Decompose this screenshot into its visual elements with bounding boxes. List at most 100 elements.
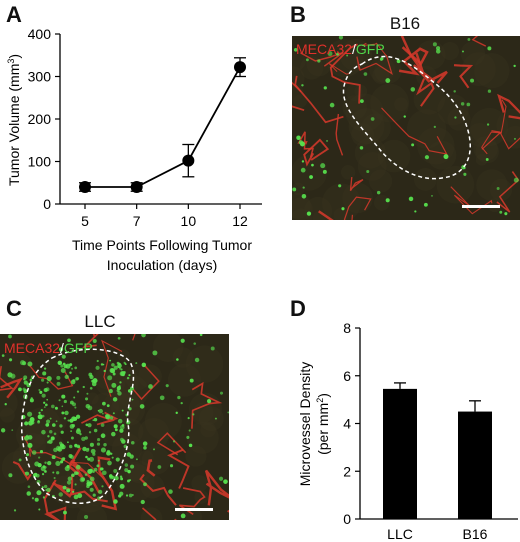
gfp-cell bbox=[363, 72, 368, 76]
gfp-cell bbox=[302, 186, 305, 189]
gfp-cell bbox=[119, 425, 125, 430]
y-axis-label: Tumor Volume (mm3) bbox=[6, 54, 22, 186]
gfp-cell bbox=[177, 395, 181, 400]
gfp-cell bbox=[462, 50, 464, 53]
gfp-cell bbox=[89, 468, 93, 472]
gfp-cell bbox=[119, 483, 125, 489]
vessel bbox=[471, 36, 487, 47]
gfp-cell bbox=[56, 381, 61, 386]
gfp-cell bbox=[96, 359, 99, 363]
gfp-cell bbox=[11, 429, 14, 431]
x-tick-label: 10 bbox=[181, 213, 197, 229]
gfp-cell bbox=[305, 58, 309, 62]
gfp-cell bbox=[432, 42, 437, 47]
gfp-cell bbox=[411, 143, 415, 147]
gfp-cell bbox=[109, 359, 112, 362]
gfp-cell bbox=[41, 393, 46, 398]
gfp-cell bbox=[466, 102, 471, 107]
gfp-cell bbox=[64, 466, 70, 472]
gfp-cell bbox=[219, 391, 224, 395]
gfp-cell bbox=[93, 417, 98, 422]
gfp-cell bbox=[300, 167, 306, 173]
gfp-cell bbox=[403, 115, 406, 118]
gfp-cell bbox=[127, 469, 131, 474]
gfp-cell bbox=[54, 406, 58, 410]
gfp-cell bbox=[112, 412, 115, 415]
gfp-cell bbox=[98, 408, 103, 414]
gfp-cell bbox=[76, 390, 80, 393]
gfp-cell bbox=[309, 175, 313, 179]
gfp-cell bbox=[141, 362, 147, 368]
gfp-cell bbox=[463, 166, 466, 170]
series-line bbox=[85, 66, 241, 188]
vessel bbox=[294, 75, 344, 124]
gfp-cell bbox=[45, 419, 51, 424]
gfp-cell bbox=[26, 411, 33, 417]
gfp-cell bbox=[131, 398, 134, 401]
vessel bbox=[297, 131, 315, 158]
gfp-cell bbox=[76, 377, 80, 381]
gfp-cell bbox=[142, 441, 148, 446]
gfp-cell bbox=[496, 187, 500, 190]
gfp-cell bbox=[467, 37, 471, 41]
gfp-cell bbox=[140, 499, 145, 505]
gfp-cell bbox=[88, 456, 95, 462]
gfp-cell bbox=[110, 452, 113, 455]
gfp-cell bbox=[119, 437, 124, 442]
gfp-cell bbox=[86, 392, 89, 395]
gfp-cell bbox=[77, 445, 81, 449]
gfp-cell bbox=[61, 354, 66, 359]
gfp-cell bbox=[128, 374, 131, 377]
gfp-cell bbox=[320, 163, 326, 169]
gfp-cell bbox=[114, 425, 117, 429]
gfp-cell bbox=[70, 436, 74, 440]
gfp-cell bbox=[111, 363, 115, 367]
gfp-cell bbox=[359, 146, 364, 150]
vessel bbox=[303, 138, 330, 167]
y-tick-label: 6 bbox=[343, 368, 351, 384]
gfp-cell bbox=[323, 86, 327, 90]
gfp-cell bbox=[293, 47, 298, 52]
vessel bbox=[141, 507, 157, 520]
gfp-cell bbox=[59, 441, 63, 445]
gfp-cell bbox=[296, 135, 301, 140]
gfp-cell bbox=[124, 468, 129, 473]
vessel bbox=[0, 365, 14, 391]
gfp-cell bbox=[41, 378, 45, 382]
gfp-cell bbox=[59, 424, 63, 428]
gfp-cell bbox=[338, 184, 342, 188]
gfp-cell bbox=[79, 433, 82, 436]
gfp-cell bbox=[52, 423, 56, 427]
scale-bar bbox=[175, 508, 213, 511]
meca32-label: MECA32 bbox=[4, 340, 61, 356]
gfp-cell bbox=[443, 154, 449, 160]
gfp-cell bbox=[91, 381, 97, 387]
gfp-cell bbox=[218, 476, 224, 481]
gfp-cell bbox=[23, 389, 28, 394]
gfp-cell bbox=[42, 371, 47, 376]
gfp-cell bbox=[43, 406, 46, 408]
gfp-cell bbox=[101, 470, 107, 476]
gfp-cell bbox=[8, 358, 13, 362]
gfp-cell bbox=[22, 361, 27, 366]
gfp-cell bbox=[135, 458, 138, 461]
gfp-cell bbox=[130, 464, 135, 469]
gfp-cell bbox=[60, 430, 64, 434]
gfp-cell bbox=[68, 444, 73, 449]
x-tick-label: 5 bbox=[81, 213, 89, 229]
gfp-cell bbox=[85, 423, 89, 427]
gfp-cell bbox=[37, 420, 40, 423]
gfp-cell bbox=[88, 481, 93, 486]
x-tick-label: LLC bbox=[387, 526, 413, 542]
vessel bbox=[361, 42, 387, 56]
gfp-cell bbox=[18, 387, 22, 392]
gfp-cell bbox=[113, 468, 118, 473]
vessel bbox=[349, 177, 364, 192]
gfp-cell bbox=[96, 464, 100, 468]
gfp-cell bbox=[194, 357, 200, 363]
gfp-cell bbox=[81, 477, 85, 482]
gfp-cell bbox=[124, 363, 127, 366]
gfp-cell bbox=[24, 421, 29, 426]
gfp-cell bbox=[43, 387, 48, 393]
gfp-cell bbox=[71, 473, 75, 478]
